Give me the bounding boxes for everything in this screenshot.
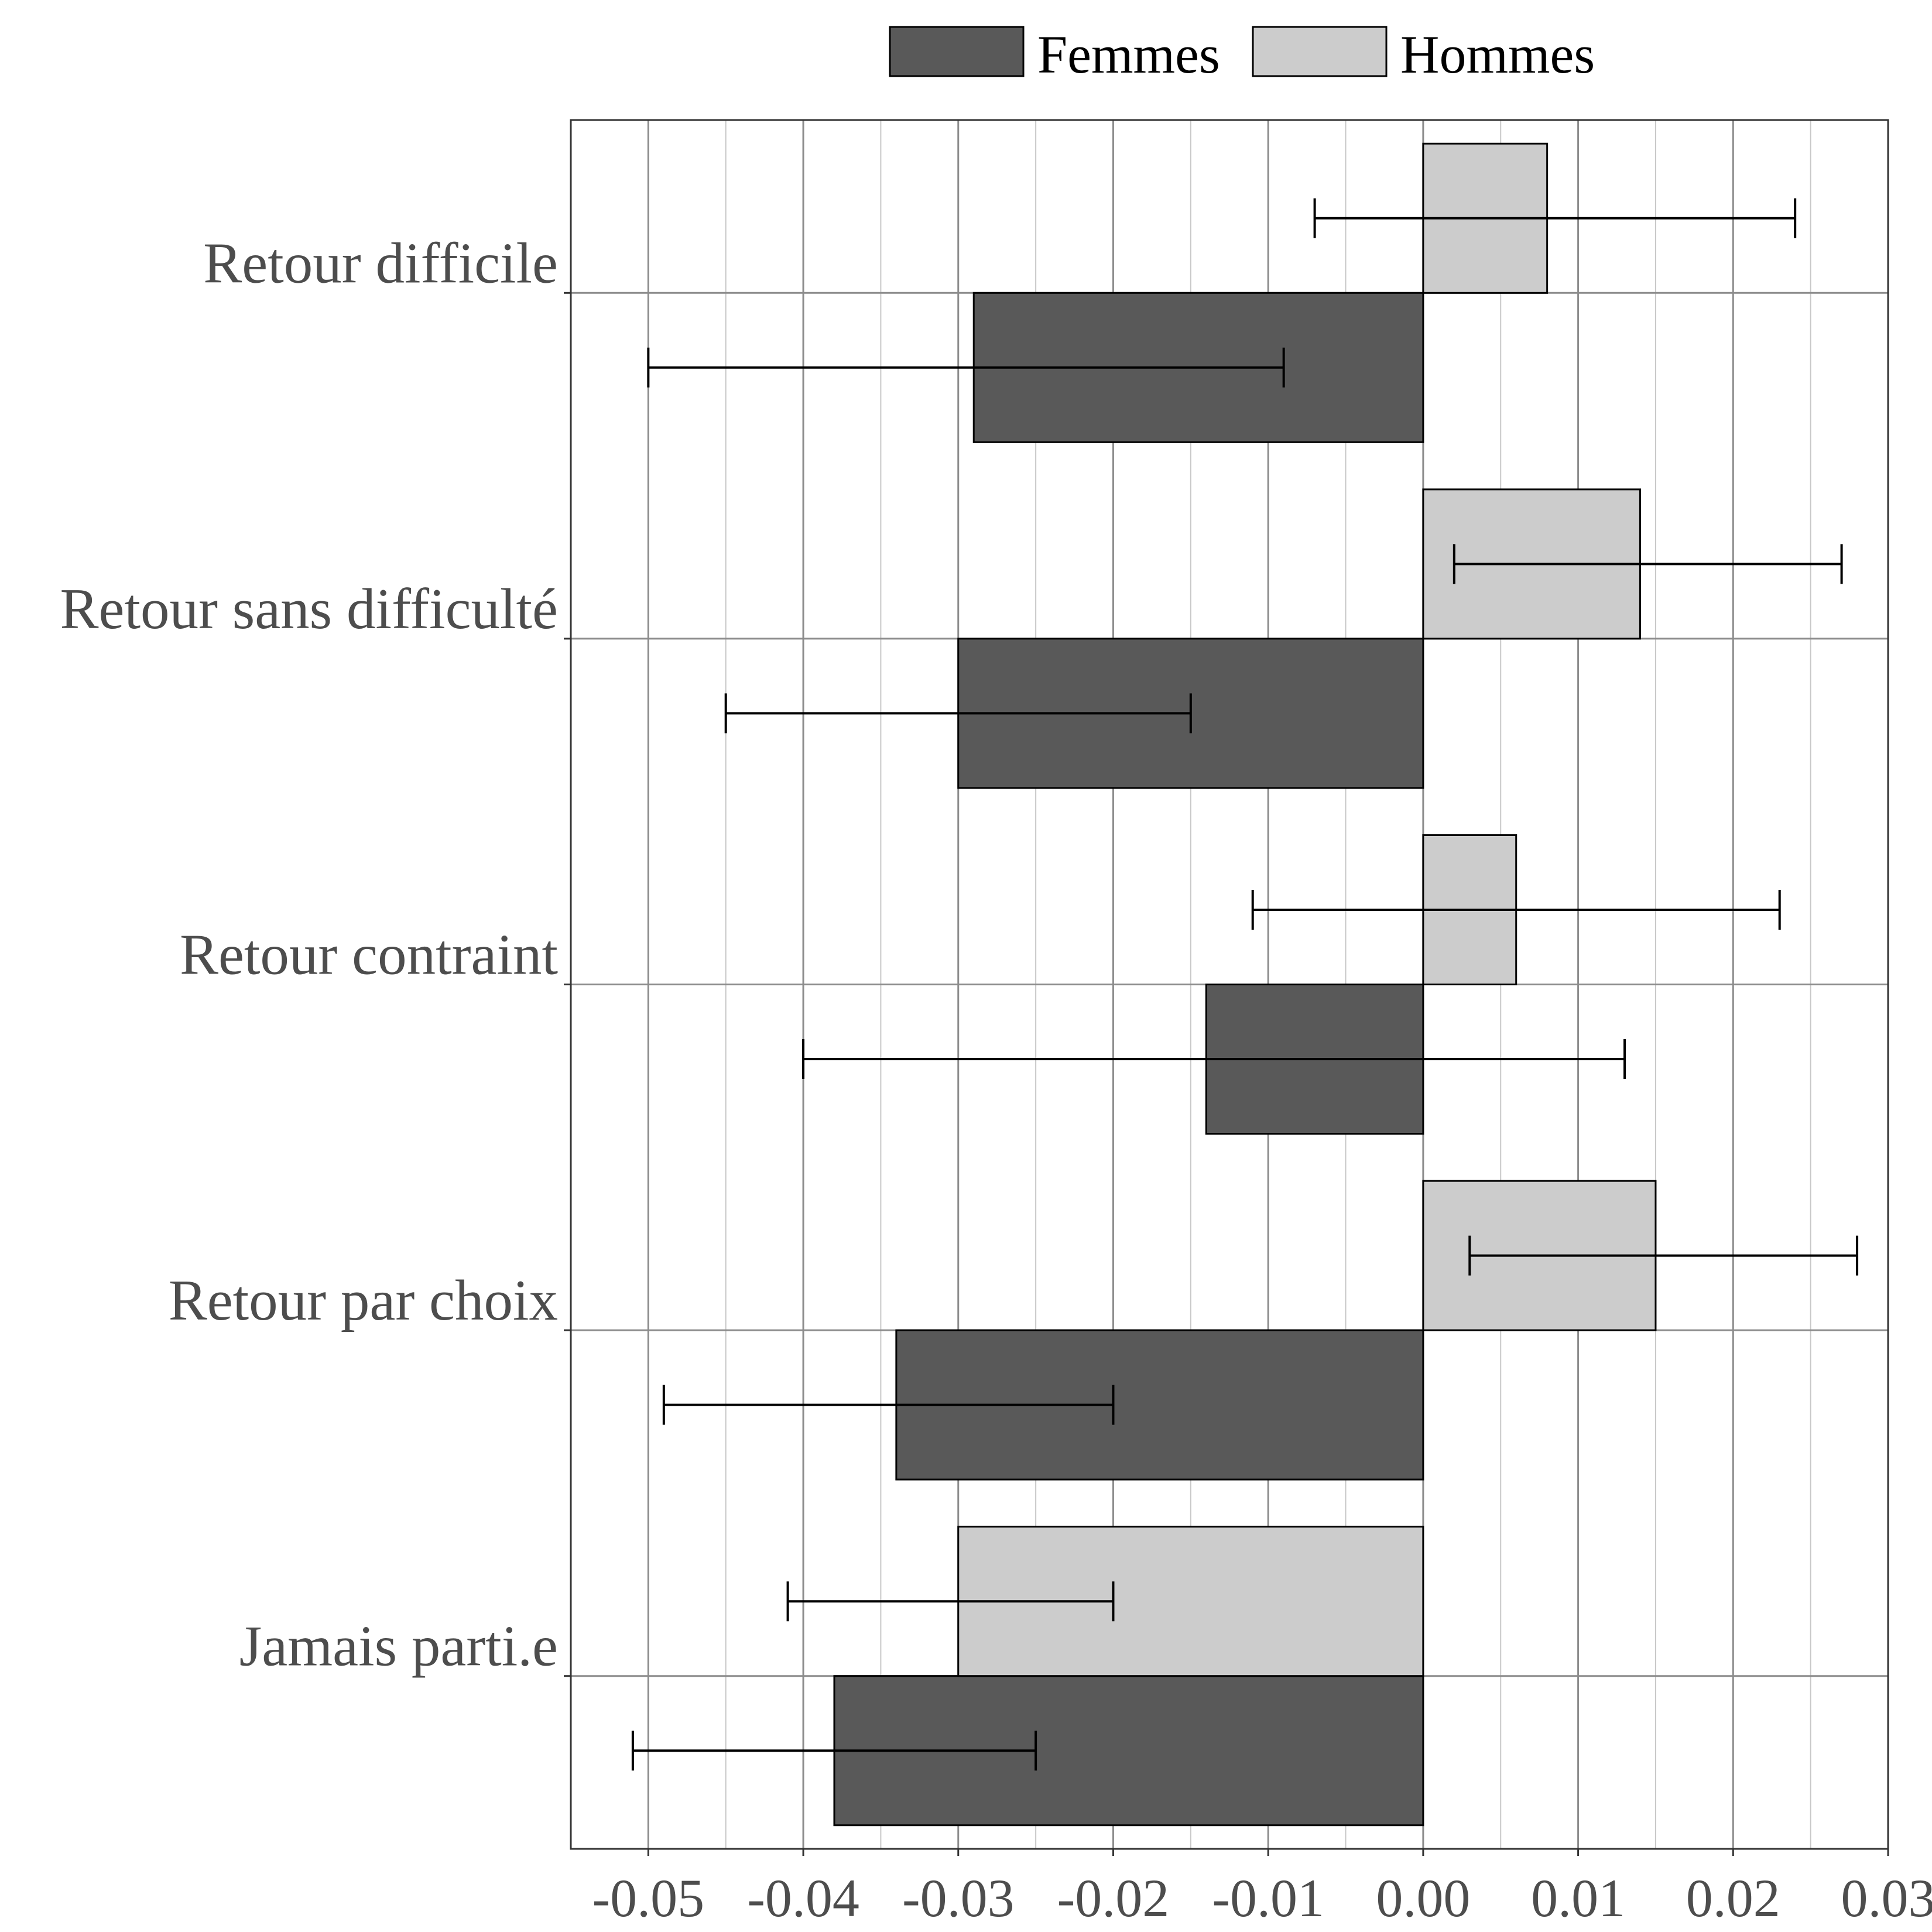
error-bar-femmes [631, 1731, 1037, 1771]
error-bar-femmes [724, 693, 1192, 734]
error-bar-hommes [1251, 890, 1781, 930]
error-bars [631, 198, 1859, 1771]
x-tick-label: -0.04 [747, 1868, 859, 1928]
category-label: Retour sans difficulté [60, 577, 559, 641]
x-tick-label: 0.02 [1686, 1868, 1780, 1928]
category-label: Retour difficile [203, 231, 558, 295]
legend-key-femmes [889, 26, 1025, 77]
error-bar-femmes [647, 347, 1285, 388]
legend-label-hommes: Hommes [1400, 25, 1595, 84]
category-label: Retour par choix [169, 1269, 558, 1332]
error-bar-femmes [802, 1039, 1626, 1079]
x-tick-label: 0.01 [1531, 1868, 1625, 1928]
x-tick-label: -0.02 [1057, 1868, 1170, 1928]
x-tick-label: -0.03 [902, 1868, 1015, 1928]
x-tick-label: 0.03 [1841, 1868, 1932, 1928]
error-bar-hommes [786, 1581, 1115, 1622]
error-bar-hommes [1313, 198, 1797, 238]
category-label: Retour contraint [180, 923, 558, 987]
x-tick-label: -0.01 [1212, 1868, 1324, 1928]
legend: Femmes Hommes [889, 25, 1595, 84]
error-bar-femmes [662, 1385, 1115, 1425]
legend-key-hommes [1252, 26, 1388, 77]
y-axis: Retour difficile Retour sans difficulté Re… [60, 231, 571, 1678]
error-bar-hommes [1453, 544, 1843, 584]
category-label: Jamais parti.e [239, 1615, 558, 1678]
error-bar-hommes [1468, 1235, 1859, 1276]
x-axis: -0.05 -0.04 -0.03 -0.02 -0.01 0.00 0.01 0.02 0.0… [592, 1849, 1932, 1928]
x-tick-label: -0.05 [592, 1868, 705, 1928]
x-tick-label: 0.00 [1376, 1868, 1470, 1928]
legend-label-femmes: Femmes [1037, 25, 1220, 84]
